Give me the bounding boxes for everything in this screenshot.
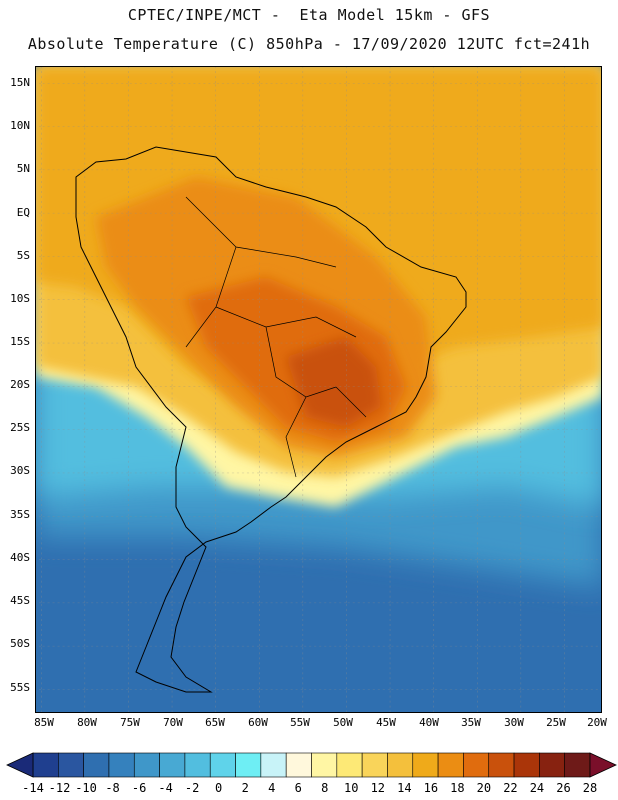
lat-label: 10S — [10, 292, 30, 305]
colorbar-cell — [133, 752, 160, 778]
colorbar-cell — [336, 752, 363, 778]
colorbar-label: 28 — [582, 781, 598, 795]
colorbar-label: 0 — [215, 781, 223, 795]
colorbar-cell — [285, 752, 312, 778]
country-borders — [185, 196, 367, 478]
lon-label: 75W — [120, 716, 140, 729]
lat-label: 15S — [10, 335, 30, 348]
coastline — [75, 146, 467, 693]
lon-label: 70W — [163, 716, 183, 729]
lon-label: 25W — [546, 716, 566, 729]
colorbar-cell — [539, 752, 565, 778]
lon-label: 65W — [205, 716, 225, 729]
temperature-map — [35, 66, 602, 713]
colorbar-label: 8 — [321, 781, 329, 795]
colorbar-label: 26 — [556, 781, 571, 795]
colorbar — [6, 752, 617, 778]
colorbar-cell — [412, 752, 439, 778]
colorbar-cell — [387, 752, 414, 778]
lat-label: 5S — [16, 249, 30, 262]
colorbar-label: 18 — [450, 781, 465, 795]
colorbar-cell — [108, 752, 135, 778]
lat-label: 5N — [16, 162, 30, 175]
colorbar-label: 2 — [241, 781, 249, 795]
colorbar-cell — [58, 752, 84, 778]
lat-label: 25S — [10, 421, 30, 434]
colorbar-label: 22 — [503, 781, 518, 795]
lon-label: 50W — [333, 716, 353, 729]
colorbar-label: -2 — [184, 781, 200, 795]
lon-label: 20W — [587, 716, 607, 729]
colorbar-label: -4 — [158, 781, 173, 795]
lat-label: 10N — [10, 119, 30, 132]
colorbar-label: -8 — [105, 781, 120, 795]
lat-label: 30S — [10, 464, 30, 477]
colorbar-min-arrow — [6, 752, 34, 778]
colorbar-max-arrow — [589, 752, 617, 778]
colorbar-label: 6 — [294, 781, 302, 795]
colorbar-label: 24 — [529, 781, 545, 795]
map-canvas — [36, 67, 601, 712]
lon-label: 55W — [290, 716, 310, 729]
lat-label: 45S — [10, 594, 30, 607]
lon-label: 45W — [376, 716, 396, 729]
lat-lon-grid — [36, 67, 601, 712]
colorbar-cell — [361, 752, 388, 778]
lat-label: 55S — [10, 681, 30, 694]
lon-label: 35W — [461, 716, 481, 729]
lat-label: 20S — [10, 378, 30, 391]
colorbar-label: 16 — [423, 781, 439, 795]
colorbar-cell — [235, 752, 262, 778]
colorbar-cell — [159, 752, 186, 778]
lat-label: 35S — [10, 508, 30, 521]
colorbar-cell — [437, 752, 464, 778]
chart-title: CPTEC/INPE/MCT - Eta Model 15km - GFS — [127, 6, 491, 24]
lon-label: 60W — [248, 716, 268, 729]
lat-label: 50S — [10, 637, 30, 650]
colorbar-label: -12 — [48, 781, 71, 795]
lat-label: 15N — [10, 76, 30, 89]
colorbar-cell — [83, 752, 110, 778]
colorbar-cell — [564, 752, 591, 778]
colorbar-cell — [32, 752, 59, 778]
colorbar-label: -14 — [22, 781, 44, 795]
colorbar-label: 14 — [397, 781, 412, 795]
lon-label: 40W — [419, 716, 439, 729]
lon-label: 30W — [504, 716, 524, 729]
lat-label: 40S — [10, 551, 30, 564]
colorbar-label: 4 — [268, 781, 276, 795]
lon-label: 80W — [77, 716, 97, 729]
colorbar-cell — [209, 752, 236, 778]
colorbar-label: -10 — [75, 781, 97, 795]
colorbar-label: -6 — [131, 781, 147, 795]
lon-label: 85W — [34, 716, 54, 729]
colorbar-label: 10 — [344, 781, 359, 795]
colorbar-label: 20 — [476, 781, 492, 795]
colorbar-cell — [513, 752, 540, 778]
colorbar-cell — [488, 752, 515, 778]
colorbar-label: 12 — [370, 781, 386, 795]
colorbar-cell — [311, 752, 338, 778]
lat-label: EQ — [16, 206, 30, 219]
colorbar-cell — [260, 752, 287, 778]
colorbar-cell — [463, 752, 490, 778]
chart-subtitle: Absolute Temperature (C) 850hPa - 17/09/… — [27, 35, 591, 53]
colorbar-cell — [184, 752, 211, 778]
